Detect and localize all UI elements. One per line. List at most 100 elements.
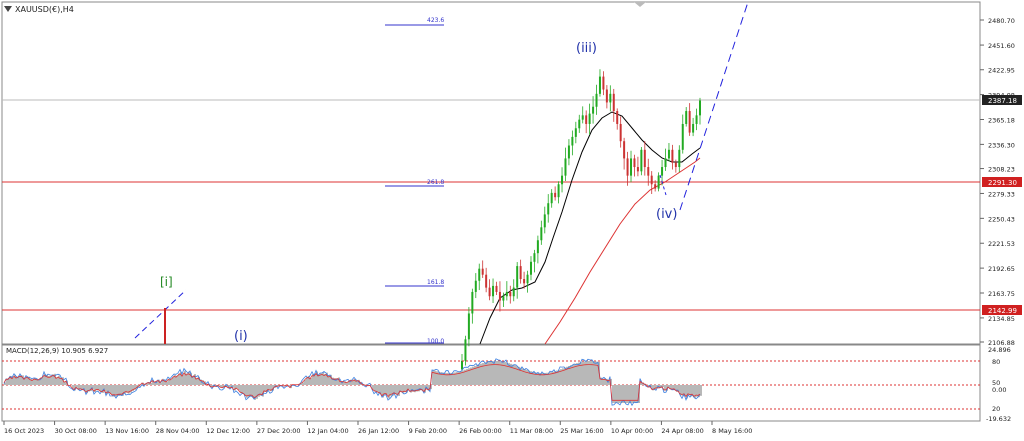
- macd-bar: [548, 372, 550, 385]
- macd-bar: [132, 385, 134, 391]
- wave-label-iii[interactable]: (iii): [576, 41, 597, 56]
- macd-bar: [544, 372, 546, 385]
- macd-bar: [162, 378, 164, 385]
- macd-bar: [252, 385, 254, 398]
- macd-bar: [546, 372, 548, 385]
- macd-bar: [372, 385, 374, 390]
- price-tick-label: 2106.88: [988, 339, 1015, 347]
- macd-bar: [440, 372, 442, 385]
- macd-bar: [414, 385, 416, 393]
- macd-bar: [634, 385, 636, 403]
- macd-bar: [10, 375, 12, 385]
- macd-bar: [602, 378, 604, 385]
- macd-bar: [232, 385, 234, 388]
- macd-axis-top: 24.896: [988, 346, 1011, 354]
- macd-axis-20: 20: [992, 405, 1000, 413]
- macd-bar: [640, 380, 642, 385]
- wave-projection-right[interactable]: [679, 1, 749, 211]
- macd-histogram: [4, 361, 702, 403]
- wave-label-i-bracket[interactable]: [i]: [160, 275, 173, 289]
- macd-bar: [122, 385, 124, 396]
- level-high-label: 2291.30: [988, 179, 1017, 187]
- wave-label-iv[interactable]: (iv): [656, 207, 677, 222]
- macd-bar: [680, 385, 682, 396]
- macd-bar: [126, 385, 128, 393]
- macd-bar: [164, 380, 166, 385]
- macd-bar: [462, 370, 464, 385]
- macd-bar: [628, 385, 630, 403]
- candle-body: [623, 141, 626, 159]
- macd-bar: [556, 370, 558, 385]
- candle-body: [609, 93, 612, 103]
- symbol-dropdown-icon[interactable]: [4, 6, 12, 12]
- macd-bar: [242, 385, 244, 394]
- macd-bar: [220, 385, 222, 388]
- candle-body: [519, 266, 522, 280]
- macd-bar: [520, 367, 522, 385]
- macd-bar: [476, 365, 478, 385]
- level-low-label: 2142.99: [988, 307, 1017, 315]
- macd-bar: [230, 385, 232, 389]
- macd-bar: [384, 385, 386, 396]
- macd-bar: [678, 385, 680, 393]
- macd-bar: [494, 361, 496, 385]
- candle-body: [664, 158, 667, 168]
- macd-bar: [190, 372, 192, 385]
- macd-bar: [354, 379, 356, 385]
- macd-bar: [458, 371, 460, 385]
- slow-moving-average[interactable]: [544, 157, 701, 345]
- macd-bar: [268, 385, 270, 391]
- macd-bar: [262, 385, 264, 397]
- fib-label-2618: 261.8: [427, 179, 444, 186]
- macd-bar: [574, 363, 576, 385]
- candle-body: [630, 158, 633, 176]
- wave-projection-left[interactable]: [134, 289, 187, 339]
- macd-bar: [570, 365, 572, 385]
- macd-bar: [684, 385, 686, 396]
- chart-shift-icon[interactable]: [634, 2, 646, 7]
- macd-bar: [210, 385, 212, 387]
- macd-bar: [32, 379, 34, 385]
- candle-body: [502, 296, 505, 301]
- macd-bar: [332, 377, 334, 385]
- candle-body: [536, 240, 539, 254]
- macd-bar: [626, 385, 628, 403]
- macd-bar: [592, 361, 594, 385]
- macd-bar: [654, 385, 656, 390]
- candle-body: [550, 192, 553, 204]
- macd-bar: [54, 373, 56, 385]
- macd-bar: [288, 385, 290, 386]
- macd-bar: [320, 373, 322, 385]
- candle-body: [578, 119, 581, 129]
- macd-bar: [662, 385, 664, 388]
- macd-bar: [250, 385, 252, 397]
- macd-bar: [572, 364, 574, 385]
- main-chart-area[interactable]: [1, 1, 981, 345]
- candle-body: [674, 162, 677, 168]
- macd-bar: [508, 363, 510, 385]
- macd-bar: [594, 361, 596, 385]
- candle-body: [474, 280, 477, 292]
- macd-bar: [400, 385, 402, 393]
- macd-bar: [674, 385, 676, 390]
- macd-bar: [614, 385, 616, 403]
- macd-bar: [472, 366, 474, 385]
- candlestick-series[interactable]: [461, 69, 701, 377]
- macd-bar: [100, 385, 102, 393]
- macd-bar: [624, 385, 626, 403]
- macd-bar: [90, 385, 92, 392]
- macd-bar: [186, 373, 188, 385]
- macd-bar: [244, 385, 246, 396]
- macd-bar: [700, 385, 702, 396]
- candle-body: [478, 268, 481, 281]
- macd-bar: [64, 381, 66, 385]
- macd-bar: [328, 375, 330, 385]
- candle-body: [602, 76, 605, 90]
- level-high-label-bg: [982, 177, 1022, 187]
- macd-bar: [464, 369, 466, 385]
- macd-bar: [428, 385, 430, 391]
- wave-label-i[interactable]: (i): [234, 329, 248, 344]
- level-low-label-bg: [982, 305, 1022, 315]
- time-tick-label: 28 Nov 04:00: [156, 427, 200, 435]
